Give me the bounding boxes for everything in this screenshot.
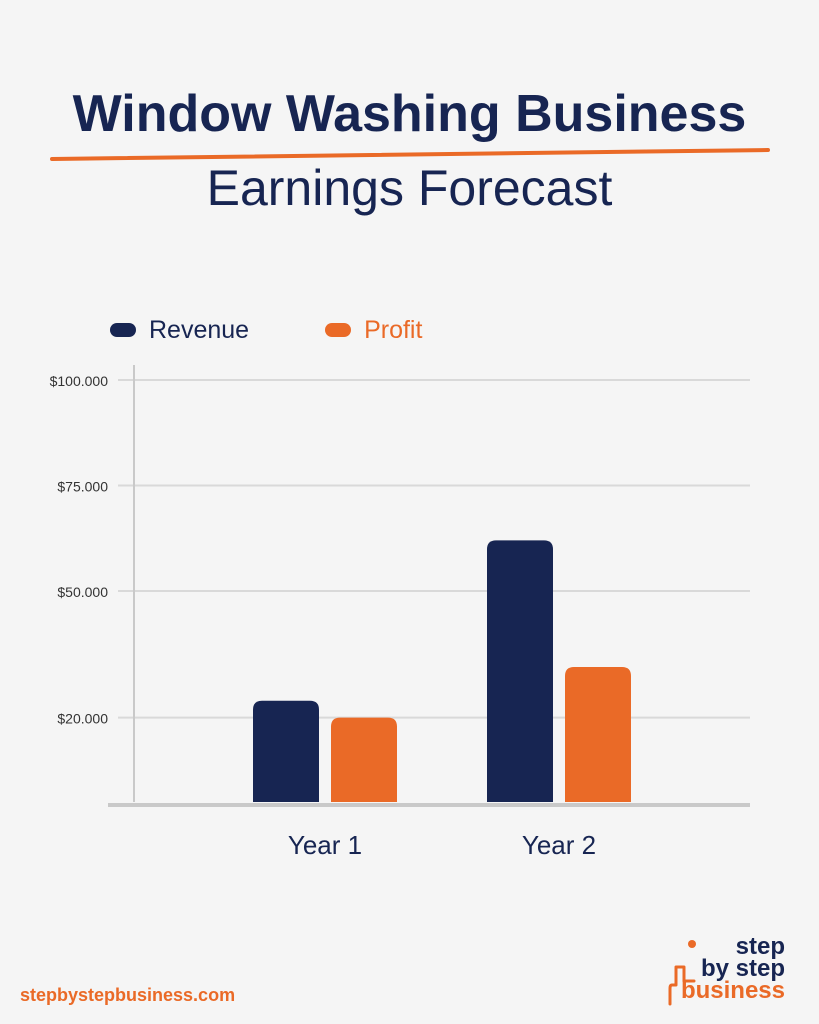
legend-item-profit: Profit <box>325 313 422 347</box>
x-tick-label: Year 1 <box>288 830 362 860</box>
bar-chart: $20.000 $50.000 $75.000 $100.000 Year 1 Year … <box>50 365 750 860</box>
step-logo-icon <box>668 940 696 1006</box>
chart-title: Window Washing Business <box>72 85 747 143</box>
legend-label-revenue: Revenue <box>149 316 250 344</box>
bar-revenue-year-2 <box>487 540 553 802</box>
brand-word-step: step <box>735 933 785 960</box>
y-tick-label: $20.000 <box>57 711 108 727</box>
y-tick-label: $50.000 <box>57 584 108 600</box>
legend-item-revenue: Revenue <box>110 313 249 347</box>
step-logo-dot <box>688 940 696 948</box>
y-tick-label: $75.000 <box>57 479 108 495</box>
brand-word-by-step: by step <box>700 955 785 982</box>
legend-swatch-profit <box>325 323 352 337</box>
chart-legend: Revenue Profit <box>110 313 422 347</box>
footer-url[interactable]: stepbystepbusiness.com <box>20 985 236 1005</box>
legend-label-profit: Profit <box>364 316 423 344</box>
bar-profit-year-1 <box>331 717 397 802</box>
brand-word-business: business <box>680 977 785 1004</box>
title-underline <box>50 148 770 161</box>
bar-revenue-year-1 <box>253 700 319 802</box>
y-tick-label: $100.000 <box>50 373 109 389</box>
legend-swatch-revenue <box>110 323 136 337</box>
step-logo-icon-path <box>668 965 696 1006</box>
brand-logo: step by step business <box>662 932 802 1010</box>
chart-subtitle: Earnings Forecast <box>206 160 613 216</box>
title-underline-stroke <box>50 148 770 161</box>
x-tick-label: Year 2 <box>522 830 596 860</box>
bar-profit-year-2 <box>565 666 631 802</box>
